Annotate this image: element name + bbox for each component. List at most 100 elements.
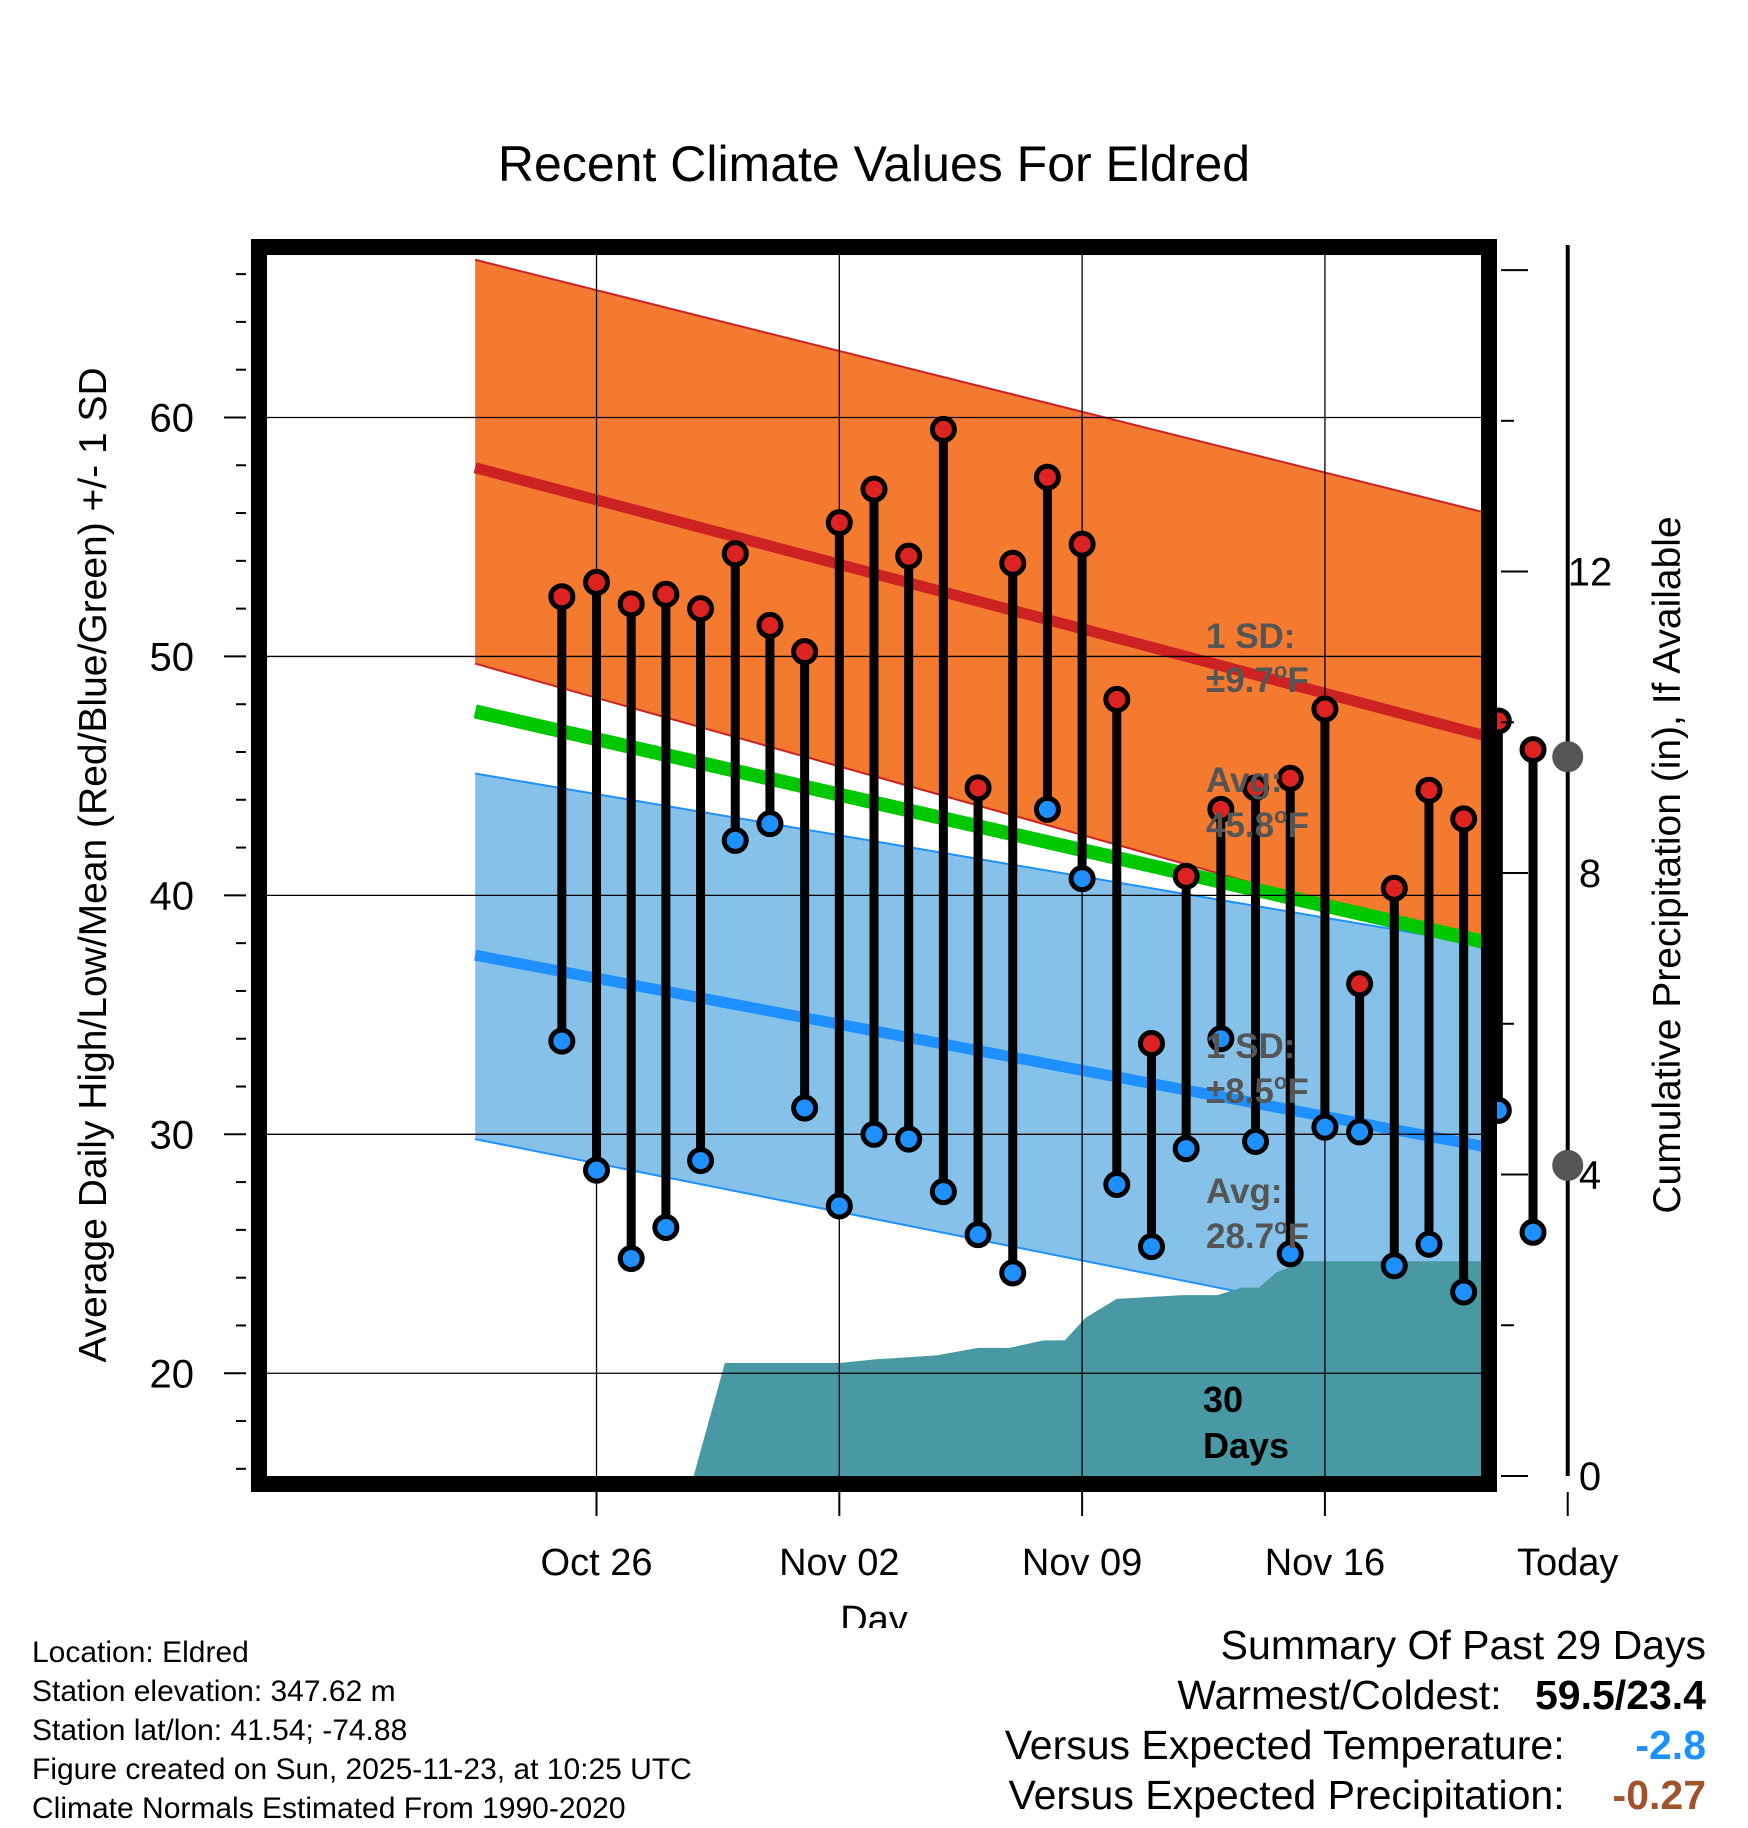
low-sd-value: ±8.5oF [1206, 1069, 1309, 1111]
observed-high-marker [721, 540, 749, 568]
day-observation [825, 509, 853, 1220]
summary-precip: Versus Expected Precipitation: -0.27 [1005, 1770, 1707, 1820]
observed-low-marker [652, 1213, 680, 1241]
x-tick-label: Oct 26 [541, 1542, 653, 1584]
low-lower-edge [474, 1138, 1481, 1342]
observed-low-marker [999, 1259, 1027, 1287]
high-avg-value: 45.8oF [1206, 803, 1309, 845]
observed-high-marker [964, 774, 992, 802]
observed-low-marker [687, 1147, 715, 1175]
precip-value: -0.27 [1612, 1772, 1706, 1818]
latlon-text: Station lat/lon: 41.54; -74.88 [32, 1714, 408, 1747]
day-observation [1172, 862, 1200, 1163]
observed-high-marker [1276, 764, 1304, 792]
precip-area [693, 1261, 1481, 1476]
observed-low-marker [895, 1125, 923, 1153]
observed-low-marker [929, 1178, 957, 1206]
y-tick-label: 30 [150, 1113, 195, 1157]
observed-low-marker [1415, 1230, 1443, 1258]
normals-text: Climate Normals Estimated From 1990-2020 [32, 1792, 626, 1825]
high-sd-value: ±9.7oF [1206, 658, 1309, 700]
day-observation [1137, 1030, 1165, 1261]
warm-cold-value: 59.5/23.4 [1535, 1672, 1706, 1718]
observed-high-marker [1242, 774, 1270, 802]
y2-axis-label: Cumulative Precipitation (in), If Availa… [1646, 516, 1689, 1213]
observed-low-marker [721, 826, 749, 854]
day-observation [1380, 874, 1408, 1280]
avg-low-marker [1552, 1149, 1584, 1181]
observed-low-marker [756, 810, 784, 838]
day-observation [652, 580, 680, 1241]
observed-low-marker [860, 1120, 888, 1148]
observed-high-marker [1103, 685, 1131, 713]
day-observation [687, 595, 715, 1175]
observed-low-marker [1276, 1240, 1304, 1268]
day-observation [756, 611, 784, 838]
day-observation [1242, 774, 1270, 1155]
day-observation [1346, 970, 1374, 1146]
day-observation [964, 774, 992, 1249]
observed-low-marker [548, 1027, 576, 1055]
observed-high-marker [895, 542, 923, 570]
day-observation [1311, 695, 1339, 1141]
y2-tick-label: 4 [1579, 1154, 1601, 1198]
summary-panel: Summary Of Past 29 Days Warmest/Coldest:… [1005, 1620, 1706, 1820]
low-avg-label: Avg: [1206, 1172, 1282, 1211]
y-axis-label: Average Daily High/Low/Mean (Red/Blue/Gr… [72, 367, 115, 1362]
observed-low-marker [1033, 795, 1061, 823]
observed-low-marker [617, 1245, 645, 1273]
y-tick-label: 60 [150, 396, 195, 440]
day-observation [895, 542, 923, 1153]
observed-low-marker [1450, 1278, 1478, 1306]
observed-high-marker [999, 549, 1027, 577]
observed-high-marker [825, 509, 853, 537]
day-observation [617, 590, 645, 1273]
observed-high-marker [860, 475, 888, 503]
temp-value: -2.8 [1635, 1722, 1706, 1768]
location-text: Location: Eldred [32, 1636, 249, 1669]
day-observation [1068, 530, 1096, 893]
plot-frame [251, 239, 1497, 1492]
observed-low-marker [825, 1192, 853, 1220]
y-tick-label: 20 [150, 1352, 195, 1396]
summary-warm-cold: Warmest/Coldest: 59.5/23.4 [1005, 1670, 1706, 1720]
summary-title: Summary Of Past 29 Days [1220, 1622, 1706, 1668]
observed-low-marker [791, 1094, 819, 1122]
observed-low-marker [1346, 1118, 1374, 1146]
observed-low-marker [1068, 865, 1096, 893]
low-avg-value: 28.7oF [1206, 1214, 1309, 1256]
y2-tick-label: 8 [1579, 852, 1601, 896]
y2-tick-label: 0 [1579, 1455, 1601, 1499]
temp-label: Versus Expected Temperature: [1004, 1722, 1565, 1768]
observed-high-marker [1415, 776, 1443, 804]
observed-high-marker [791, 638, 819, 666]
avg-high-marker [1552, 741, 1584, 773]
precip-label: Versus Expected Precipitation: [1008, 1772, 1565, 1818]
observed-high-marker [1207, 795, 1235, 823]
y-tick-label: 40 [150, 874, 195, 918]
observed-low-marker [1311, 1113, 1339, 1141]
chart-title: Recent Climate Values For Eldred [498, 136, 1250, 192]
observed-low-marker [1207, 1025, 1235, 1053]
observed-low-marker [1137, 1233, 1165, 1261]
observed-low-marker [1172, 1135, 1200, 1163]
high-sd-label: 1 SD: [1206, 617, 1295, 656]
day-observation [1450, 805, 1478, 1306]
created-text: Figure created on Sun, 2025-11-23, at 10… [32, 1753, 692, 1786]
day-observation [860, 475, 888, 1148]
y-tick-label: 50 [150, 635, 195, 679]
observed-high-marker [652, 580, 680, 608]
observed-high-marker [1519, 736, 1547, 764]
day-observation [929, 415, 957, 1206]
day-observation [791, 638, 819, 1122]
y2-tick-label: 12 [1568, 551, 1613, 595]
low-sd-label: 1 SD: [1206, 1027, 1295, 1066]
day-observation [1276, 764, 1304, 1268]
observed-high-marker [1380, 874, 1408, 902]
day-observation [548, 583, 576, 1055]
day-observation [1033, 463, 1061, 823]
summary-temp: Versus Expected Temperature: -2.8 [1005, 1720, 1706, 1770]
observed-high-marker [756, 611, 784, 639]
x-tick-label: Nov 09 [1022, 1542, 1142, 1584]
x-tick-label: Today [1517, 1542, 1618, 1584]
